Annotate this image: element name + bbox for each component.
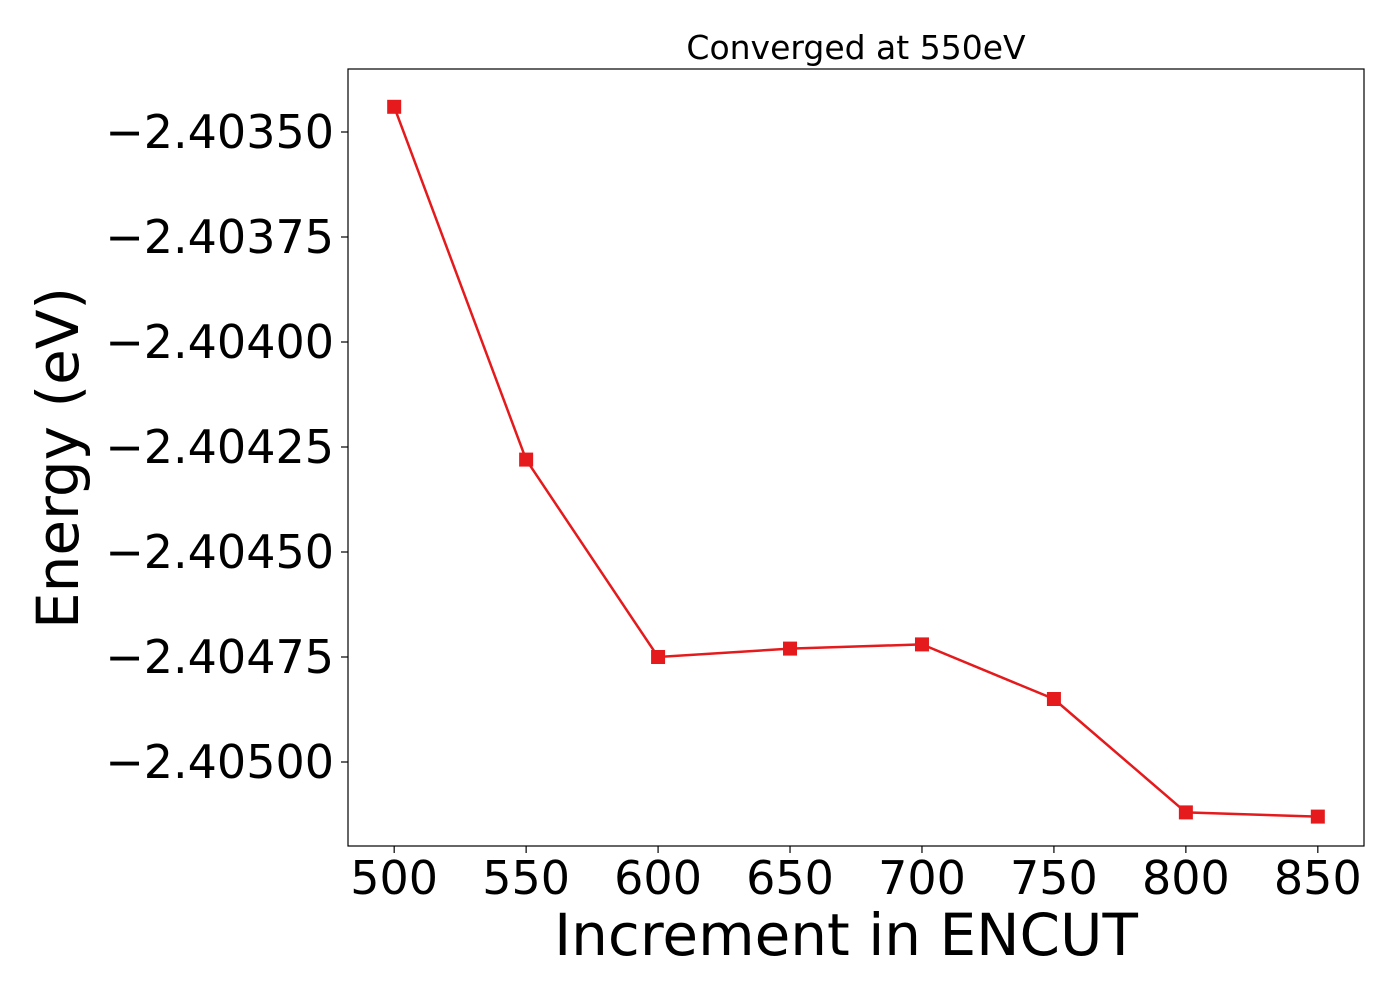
y-tick-label: −2.40500: [105, 735, 334, 789]
data-point-750: [1046, 692, 1061, 706]
data-point-550: [519, 452, 534, 467]
x-axis-ticks: 500 550 600 650 700 750 800 850: [350, 846, 1362, 905]
data-point-600: [651, 650, 666, 664]
data-point-500: [387, 99, 402, 114]
data-point-700: [914, 637, 929, 652]
x-tick-label: 850: [1274, 851, 1362, 905]
data-point-800: [1178, 805, 1193, 820]
data-point-850: [1310, 809, 1325, 824]
y-axis-ticks: −2.40350 −2.40375 −2.40400 −2.40425 −2.40450…: [105, 105, 348, 789]
y-tick-label: −2.40400: [105, 315, 334, 369]
x-tick-label: 550: [482, 851, 570, 905]
x-axis-title: Increment in ENCUT: [554, 901, 1138, 969]
series-line: [393, 106, 1318, 818]
x-tick-label: 750: [1010, 851, 1098, 905]
y-tick-label: −2.40425: [105, 420, 334, 474]
x-tick-label: 600: [614, 851, 702, 905]
y-tick-label: −2.40350: [105, 105, 334, 159]
y-tick-label: −2.40375: [105, 210, 334, 264]
x-tick-label: 800: [1142, 851, 1230, 905]
y-tick-label: −2.40475: [105, 630, 334, 684]
x-tick-label: 500: [350, 851, 438, 905]
x-tick-label: 700: [878, 851, 966, 905]
x-tick-label: 650: [746, 851, 834, 905]
plot-frame: [347, 68, 1365, 847]
y-axis-title: Energy (eV): [24, 287, 92, 629]
data-point-650: [783, 641, 798, 656]
series-markers: [387, 99, 1325, 824]
chart-title: Converged at 550eV: [686, 28, 1026, 67]
y-tick-label: −2.40450: [105, 525, 334, 579]
